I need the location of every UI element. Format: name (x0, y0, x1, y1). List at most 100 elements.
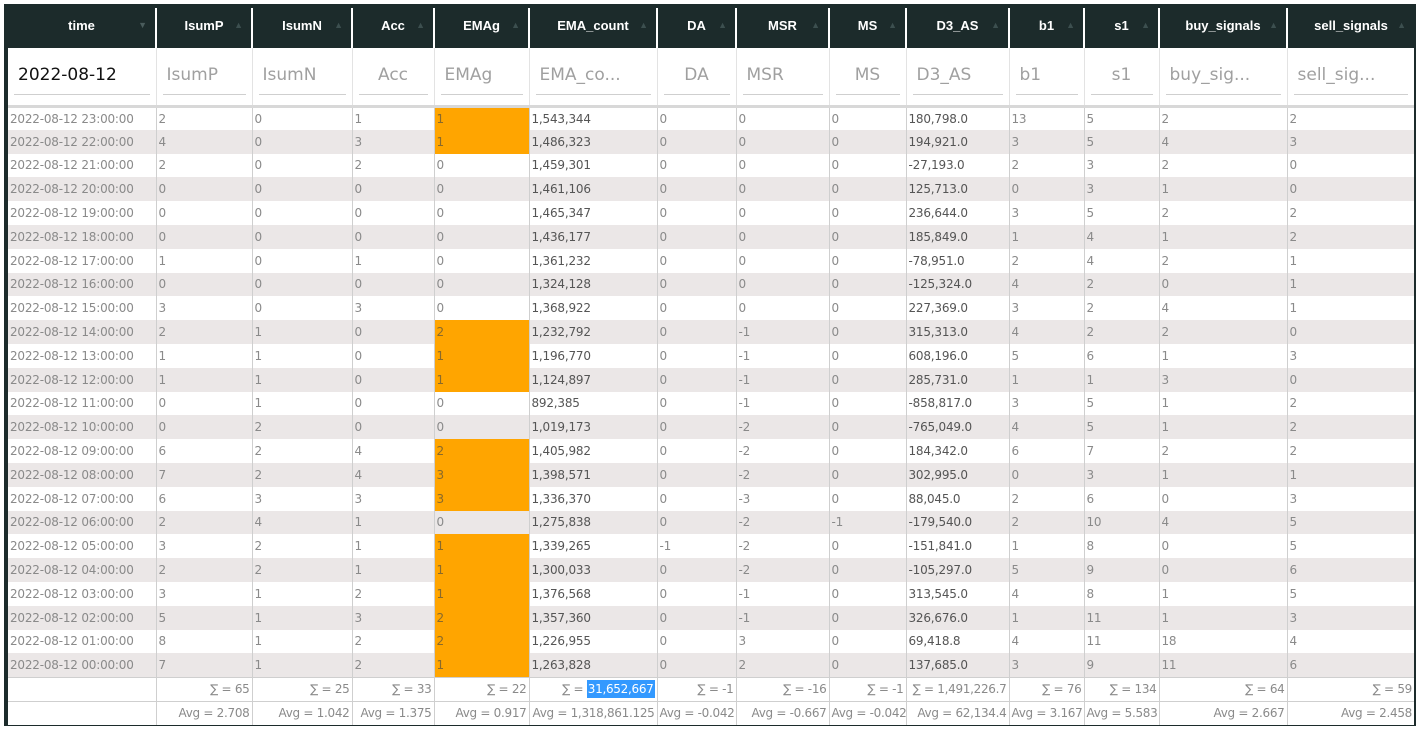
cell-d3-as[interactable]: -125,324.0 (905, 272, 1009, 297)
cell-ms[interactable]: 0 (828, 201, 906, 225)
filter-input-msr[interactable] (742, 57, 823, 96)
cell-sell-signals[interactable]: 3 (1286, 486, 1414, 511)
column-header-d3-as[interactable]: D3_AS ▲ (905, 8, 1009, 48)
cell-da[interactable]: 0 (656, 177, 736, 202)
table-row[interactable]: 2022-08-12 04:00:00 2 2 1 1 1,300,033 0 -2 0 -105… (8, 558, 1414, 582)
avg-cell[interactable]: Avg = -0.667 (735, 700, 829, 726)
cell-sell-signals[interactable]: 2 (1286, 391, 1414, 416)
cell-ms[interactable]: 0 (828, 415, 906, 440)
cell-isump[interactable]: 2 (155, 510, 252, 535)
column-header-da[interactable]: DA ▲ (656, 8, 736, 48)
cell-isump[interactable]: 1 (155, 248, 252, 273)
cell-b1[interactable]: 4 (1008, 581, 1084, 606)
cell-d3-as[interactable]: 315,313.0 (905, 320, 1009, 344)
cell-da[interactable]: 0 (656, 462, 736, 487)
cell-acc[interactable]: 0 (351, 177, 434, 202)
cell-isump[interactable]: 2 (155, 558, 252, 582)
cell-da[interactable]: 0 (656, 106, 736, 130)
cell-da[interactable]: 0 (656, 415, 736, 440)
cell-emag[interactable]: 1 (433, 129, 529, 154)
cell-sell-signals[interactable]: 3 (1286, 605, 1414, 630)
cell-buy-signals[interactable]: 2 (1158, 106, 1287, 130)
table-row[interactable]: 2022-08-12 03:00:00 3 1 2 1 1,376,568 0 -1 0 313,… (8, 581, 1414, 606)
avg-cell[interactable]: Avg = 5.583 (1083, 700, 1159, 726)
cell-ms[interactable]: 0 (828, 343, 906, 368)
filter-input-acc[interactable] (358, 57, 428, 96)
cell-msr[interactable]: -2 (735, 558, 829, 582)
filter-input-time[interactable] (14, 57, 150, 96)
cell-isumn[interactable]: 0 (251, 224, 352, 249)
cell-isump[interactable]: 7 (155, 462, 252, 487)
cell-sell-signals[interactable]: 5 (1286, 534, 1414, 559)
filter-input-sell-signals[interactable] (1293, 57, 1408, 96)
cell-buy-signals[interactable]: 4 (1158, 129, 1287, 154)
table-row[interactable]: 2022-08-12 22:00:00 4 0 3 1 1,486,323 0 0 0 194,9… (8, 129, 1414, 154)
cell-ema-count[interactable]: 1,361,232 (528, 248, 657, 273)
avg-cell[interactable] (8, 700, 156, 726)
sum-cell[interactable]: ∑ = -16 (735, 676, 829, 702)
cell-ms[interactable]: 0 (828, 581, 906, 606)
cell-acc[interactable]: 0 (351, 320, 434, 344)
cell-b1[interactable]: 1 (1008, 224, 1084, 249)
cell-b1[interactable]: 2 (1008, 510, 1084, 535)
cell-time[interactable]: 2022-08-12 21:00:00 (8, 153, 156, 178)
cell-da[interactable]: 0 (656, 224, 736, 249)
cell-ms[interactable]: 0 (828, 320, 906, 344)
cell-msr[interactable]: -1 (735, 320, 829, 344)
cell-d3-as[interactable]: -78,951.0 (905, 248, 1009, 273)
filter-input-s1[interactable] (1090, 57, 1153, 96)
cell-b1[interactable]: 4 (1008, 272, 1084, 297)
table-row[interactable]: 2022-08-12 15:00:00 3 0 3 0 1,368,922 0 0 0 227,3… (8, 296, 1414, 321)
cell-acc[interactable]: 0 (351, 415, 434, 440)
sort-icon[interactable]: ▲ (991, 20, 1000, 30)
sum-cell[interactable]: ∑ = 64 (1158, 676, 1287, 702)
cell-sell-signals[interactable]: 5 (1286, 581, 1414, 606)
cell-time[interactable]: 2022-08-12 17:00:00 (8, 248, 156, 273)
cell-da[interactable]: 0 (656, 201, 736, 225)
cell-time[interactable]: 2022-08-12 12:00:00 (8, 367, 156, 392)
cell-acc[interactable]: 0 (351, 343, 434, 368)
sum-cell[interactable]: ∑ = -1 (828, 676, 906, 702)
filter-input-isump[interactable] (162, 57, 246, 96)
cell-ms[interactable]: 0 (828, 391, 906, 416)
cell-isumn[interactable]: 1 (251, 653, 352, 678)
cell-isumn[interactable]: 3 (251, 486, 352, 511)
avg-cell[interactable]: Avg = -0.042 (656, 700, 736, 726)
cell-time[interactable]: 2022-08-12 13:00:00 (8, 343, 156, 368)
sum-cell[interactable]: ∑ = 134 (1083, 676, 1159, 702)
column-header-time[interactable]: time ▼ (8, 8, 156, 48)
cell-acc[interactable]: 1 (351, 106, 434, 130)
cell-acc[interactable]: 0 (351, 201, 434, 225)
sum-cell[interactable]: ∑ = 31,652,667 (528, 676, 657, 702)
filter-input-b1[interactable] (1015, 57, 1078, 96)
avg-cell[interactable]: Avg = 62,134.4 (905, 700, 1009, 726)
column-header-ema-count[interactable]: EMA_count ▲ (528, 8, 657, 48)
cell-ema-count[interactable]: 1,459,301 (528, 153, 657, 178)
cell-d3-as[interactable]: 185,849.0 (905, 224, 1009, 249)
cell-b1[interactable]: 1 (1008, 534, 1084, 559)
table-row[interactable]: 2022-08-12 06:00:00 2 4 1 0 1,275,838 0 -2 -1 -17… (8, 510, 1414, 535)
filter-input-emag[interactable] (440, 57, 523, 96)
cell-isump[interactable]: 3 (155, 296, 252, 321)
cell-da[interactable]: 0 (656, 248, 736, 273)
cell-emag[interactable]: 2 (433, 320, 529, 344)
cell-isumn[interactable]: 0 (251, 296, 352, 321)
cell-da[interactable]: 0 (656, 486, 736, 511)
cell-da[interactable]: 0 (656, 510, 736, 535)
cell-isump[interactable]: 0 (155, 391, 252, 416)
cell-time[interactable]: 2022-08-12 03:00:00 (8, 581, 156, 606)
cell-isump[interactable]: 0 (155, 177, 252, 202)
cell-time[interactable]: 2022-08-12 09:00:00 (8, 439, 156, 463)
cell-msr[interactable]: 3 (735, 629, 829, 654)
cell-sell-signals[interactable]: 0 (1286, 320, 1414, 344)
cell-acc[interactable]: 0 (351, 272, 434, 297)
cell-isump[interactable]: 4 (155, 129, 252, 154)
cell-da[interactable]: 0 (656, 320, 736, 344)
cell-isump[interactable]: 0 (155, 272, 252, 297)
cell-emag[interactable]: 2 (433, 605, 529, 630)
cell-d3-as[interactable]: 227,369.0 (905, 296, 1009, 321)
column-header-msr[interactable]: MSR ▲ (735, 8, 829, 48)
cell-ema-count[interactable]: 1,461,106 (528, 177, 657, 202)
cell-d3-as[interactable]: -27,193.0 (905, 153, 1009, 178)
cell-ema-count[interactable]: 1,300,033 (528, 558, 657, 582)
